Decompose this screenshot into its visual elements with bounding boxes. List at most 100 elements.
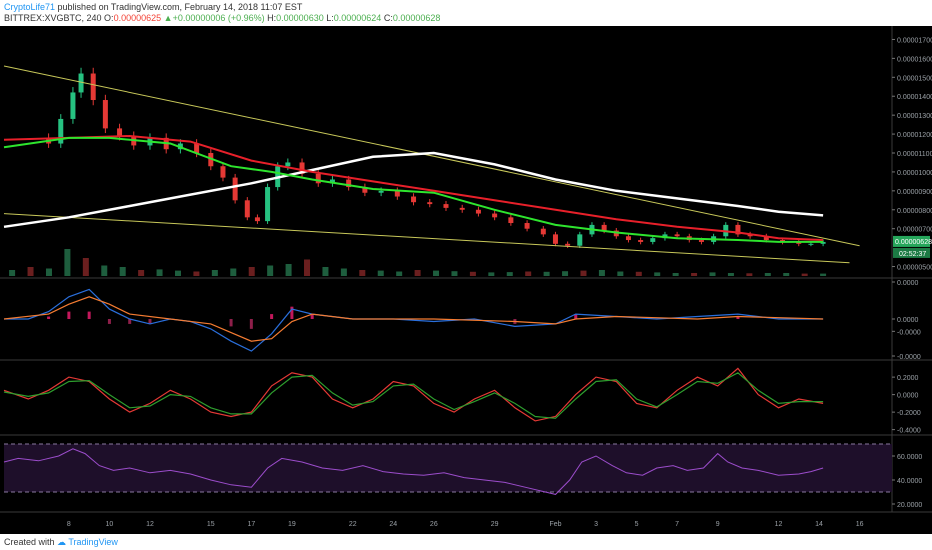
candle-body xyxy=(524,223,530,229)
macd-signal-line xyxy=(3,296,824,342)
candle-body xyxy=(232,177,238,201)
y-tick-label: -0.0000 xyxy=(897,354,921,361)
x-tick-label: 15 xyxy=(207,521,215,528)
chart-svg[interactable]: 0.00001700 0.00001600 0.00001500 0.00001400… xyxy=(0,26,932,534)
close-value: 0.00000628 xyxy=(392,13,441,23)
y-tick-label: 0.0000 xyxy=(897,280,919,287)
grid-lines xyxy=(0,26,932,513)
candle-body xyxy=(315,173,321,184)
volume-bar xyxy=(138,270,145,276)
y-tick-label: 60.0000 xyxy=(897,454,922,461)
axes: 0.00001700 0.00001600 0.00001500 0.00001400… xyxy=(67,37,932,528)
candle-body xyxy=(577,234,583,246)
rsi-band-fill xyxy=(4,444,892,492)
volume-bar xyxy=(119,267,126,276)
y-tick-label: 0.00000500 xyxy=(897,265,932,272)
candle-body xyxy=(427,202,433,205)
tradingview-logo-icon[interactable]: ☁ xyxy=(57,537,67,547)
volume-bar xyxy=(672,273,679,276)
open-value: 0.00000625 xyxy=(113,13,162,23)
volume-bar xyxy=(617,271,624,276)
author-link[interactable]: CryptoLife71 xyxy=(4,2,56,12)
candle-body xyxy=(443,204,449,208)
candle-body xyxy=(808,243,814,245)
chart-area[interactable]: 0.00001700 0.00001600 0.00001500 0.00001400… xyxy=(0,26,932,534)
volume-bar xyxy=(801,273,808,276)
ma-white-line xyxy=(3,151,824,229)
symbol-label: BITTREX:XVGBTC, 240 xyxy=(4,13,102,23)
volume-bar xyxy=(230,268,237,276)
high-label: H: xyxy=(267,13,277,23)
candle-body xyxy=(90,73,96,101)
candle-body xyxy=(475,209,481,214)
candle-body xyxy=(329,179,335,184)
ema-red-line xyxy=(3,134,824,241)
volume-bar xyxy=(267,265,274,276)
macd-histogram-bar xyxy=(229,319,233,327)
candle-body xyxy=(459,207,465,210)
chart-header: CryptoLife71 published on TradingView.co… xyxy=(0,0,932,26)
y-tick-label: 0.00001300 xyxy=(897,113,932,120)
macd-histogram-bar xyxy=(47,316,51,319)
footer: Created with ☁ TradingView xyxy=(0,534,932,550)
candle-body xyxy=(194,143,200,153)
volume-bar xyxy=(248,267,255,276)
volume-bar xyxy=(433,270,440,276)
macd-histogram-bar xyxy=(290,306,294,319)
macd-histogram-bar xyxy=(574,314,578,319)
x-tick-label: Feb xyxy=(549,521,561,528)
volume-bar xyxy=(525,271,532,276)
y-tick-label: 20.0000 xyxy=(897,502,922,509)
volume-bar xyxy=(340,268,347,276)
tradingview-brand[interactable]: TradingView xyxy=(68,537,118,547)
macd-macd-line xyxy=(4,288,824,352)
candle-body xyxy=(244,200,250,218)
macd-histogram-bar xyxy=(148,319,152,324)
candle-body xyxy=(78,73,84,93)
candle-body xyxy=(254,217,260,222)
candle-body xyxy=(362,187,368,193)
x-tick-label: 16 xyxy=(856,521,864,528)
volume-bar xyxy=(783,273,790,276)
x-tick-label: 19 xyxy=(288,521,296,528)
created-label: Created with xyxy=(4,537,55,547)
volume-bar xyxy=(27,267,34,276)
candle-body xyxy=(674,234,680,237)
volume-bar xyxy=(543,271,550,276)
candle-body xyxy=(763,236,769,241)
change-value: +0.00000006 (+0.96%) xyxy=(172,13,265,23)
volume-bar xyxy=(211,270,218,276)
macd-histogram-bar xyxy=(249,319,253,329)
volume-bar xyxy=(322,267,329,276)
countdown-badge xyxy=(893,247,930,258)
y-tick-label: -0.4000 xyxy=(897,428,921,435)
candle-body xyxy=(508,217,514,224)
volume-bar xyxy=(359,270,366,276)
volume-bar xyxy=(45,268,52,276)
x-tick-label: 10 xyxy=(106,521,114,528)
publish-line: CryptoLife71 published on TradingView.co… xyxy=(4,2,302,12)
rsi-line xyxy=(3,448,824,495)
macd-histogram-bar xyxy=(270,314,274,319)
y-tick-label: 0.00000900 xyxy=(897,189,932,196)
y-tick-label: 0.00001000 xyxy=(897,170,932,177)
x-tick-label: 14 xyxy=(815,521,823,528)
volume-bar xyxy=(285,264,292,276)
price-series xyxy=(3,65,860,264)
volume-bars xyxy=(9,249,827,276)
trendline xyxy=(3,65,860,247)
macd-histogram-bar xyxy=(67,311,71,319)
candle-body xyxy=(394,190,400,197)
stoch-k-line xyxy=(3,367,824,422)
last-price-badge xyxy=(893,235,930,247)
volume-bar xyxy=(764,273,771,276)
volume-bar xyxy=(101,265,108,276)
volume-bar xyxy=(304,259,311,276)
publish-info: published on TradingView.com, February 1… xyxy=(57,2,303,12)
volume-bar xyxy=(488,272,495,276)
volume-bar xyxy=(414,270,421,276)
y-tick-label: 0.0000 xyxy=(897,317,919,324)
volume-bar xyxy=(506,272,513,276)
candle-body xyxy=(565,243,571,246)
candle-body xyxy=(411,196,417,203)
